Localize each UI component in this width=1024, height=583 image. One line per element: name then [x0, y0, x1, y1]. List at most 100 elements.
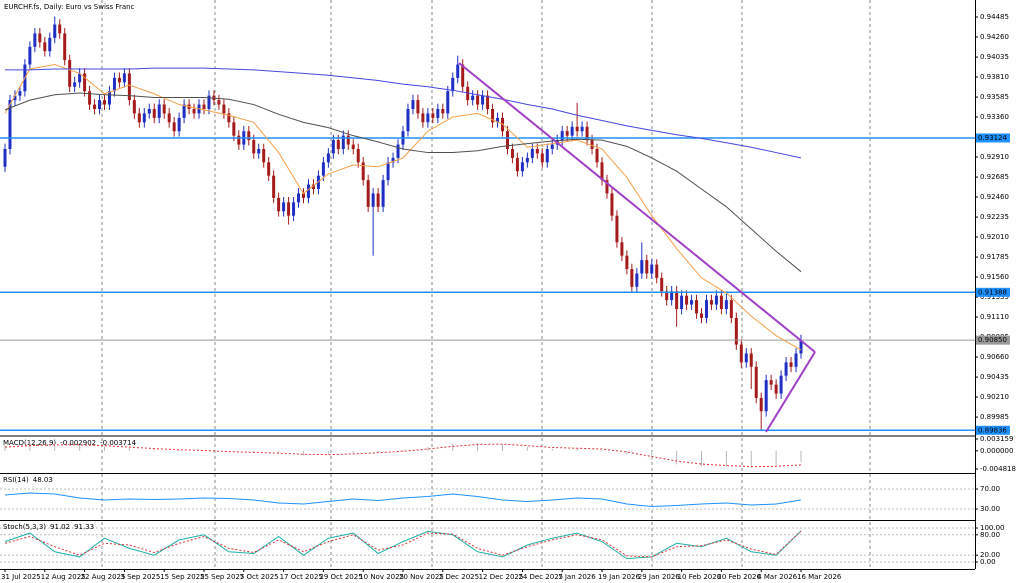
candle-body — [481, 95, 485, 105]
y-tick-label: 70.00 — [980, 485, 1000, 493]
level-box — [976, 133, 1010, 143]
y-tick-label: 0.003159 — [980, 435, 1013, 443]
candle-body — [630, 269, 634, 287]
candle-body — [157, 104, 161, 118]
candle-body — [575, 126, 579, 132]
indicator-text: MACD(12,26,9) — [3, 439, 56, 447]
candle-body — [237, 135, 241, 145]
level-label: 0.90850 — [978, 336, 1007, 344]
candle-body — [18, 91, 22, 96]
candle-body — [789, 362, 793, 367]
candle-body — [346, 135, 350, 145]
candle-body — [321, 162, 325, 176]
y-tick-label: 0.94035 — [980, 53, 1009, 61]
candle-body — [739, 344, 743, 363]
y-tick-label: 0.94260 — [980, 33, 1009, 41]
x-tick-label: 20 Feb 2026 — [717, 573, 761, 581]
candle-body — [152, 108, 156, 118]
candle-body — [48, 37, 52, 52]
candle-body — [381, 180, 385, 207]
level-box — [976, 425, 1010, 435]
candle-body — [690, 300, 694, 305]
candle-body — [530, 149, 534, 158]
candle-body — [491, 108, 495, 123]
x-tick-label: 2 Dec 2025 — [439, 573, 479, 581]
candle-body — [287, 202, 291, 216]
candle-body — [103, 100, 106, 105]
candle-body — [252, 140, 256, 154]
y-tick-label: 0.00 — [980, 558, 996, 566]
candle-body — [232, 122, 236, 136]
candle-body — [476, 95, 480, 105]
indicator-text: 91.33 — [74, 523, 94, 531]
candle-body — [277, 197, 281, 212]
candle-body — [426, 113, 430, 123]
candle-body — [167, 113, 171, 123]
series-line — [4, 443, 802, 468]
candle-body — [759, 397, 763, 412]
candle-body — [356, 149, 360, 163]
x-tick-label: 24 Dec 2025 — [518, 573, 563, 581]
candle-body — [670, 291, 674, 301]
series-line — [4, 530, 802, 560]
level-label: 0.91388 — [978, 288, 1007, 296]
candle-body — [33, 33, 37, 47]
indicator-label: Stoch(5,3,3) 91.02 91.33 — [3, 523, 94, 531]
x-tick-label: 3 Sep 2025 — [120, 573, 160, 581]
series-line — [4, 92, 802, 273]
candle-body — [68, 60, 72, 87]
y-tick-label: 0.91785 — [980, 253, 1009, 261]
candle-body — [436, 108, 440, 118]
indicator-label: MACD(12,26,9) -0.002902 -0.003714 — [3, 439, 137, 447]
chart-title: EURCHF.fs, Daily: Euro vs Swiss Franc — [4, 3, 135, 11]
candle-body — [600, 162, 604, 181]
candle-body — [685, 295, 689, 305]
x-tick-label: 7 Oct 2025 — [240, 573, 279, 581]
x-tick-label: 29 Oct 2025 — [319, 573, 362, 581]
y-tick-label: 0.90435 — [980, 373, 1009, 381]
candle-body — [650, 264, 654, 274]
candle-body — [660, 277, 664, 292]
series-line — [5, 67, 802, 159]
candle-body — [371, 193, 375, 207]
y-tick-label: 0.91560 — [980, 273, 1009, 281]
y-tick-label: 0.91335 — [980, 293, 1009, 301]
candle-body — [122, 73, 126, 83]
candle-body — [386, 162, 390, 181]
candle-body — [496, 117, 500, 123]
candle-body — [545, 149, 549, 163]
series-line — [4, 530, 802, 558]
y-tick-label: 30.00 — [980, 505, 1000, 513]
x-tick-label: 15 Sep 2025 — [160, 573, 204, 581]
candle-body — [754, 366, 758, 398]
x-tick-label: 20 Nov 2025 — [399, 573, 444, 581]
candle-body — [590, 140, 594, 150]
series-line — [4, 492, 802, 508]
candle-body — [172, 122, 176, 132]
candle-body — [132, 100, 136, 114]
candle-body — [535, 149, 539, 154]
candle-body — [336, 140, 340, 150]
candle-body — [640, 260, 644, 274]
candle-body — [127, 73, 131, 101]
candle-body — [3, 149, 7, 167]
candle-body — [83, 73, 87, 92]
indicator-text: 91.02 — [50, 523, 70, 531]
candle-body — [779, 375, 783, 394]
candle-body — [680, 295, 684, 310]
candle-body — [351, 144, 355, 150]
y-tick-label: 0.93360 — [980, 113, 1009, 121]
candle-body — [799, 340, 803, 354]
x-tick-label: 22 Aug 2025 — [81, 573, 126, 581]
level-label: 0.89836 — [978, 426, 1007, 434]
candle-body — [376, 193, 380, 207]
candle-body — [486, 95, 490, 109]
candle-body — [446, 91, 450, 114]
candle-body — [137, 113, 141, 123]
level-label: 0.93124 — [978, 134, 1007, 142]
candle-body — [774, 384, 778, 394]
candle-body — [396, 144, 400, 158]
candle-body — [341, 135, 345, 150]
candle-body — [635, 273, 639, 287]
